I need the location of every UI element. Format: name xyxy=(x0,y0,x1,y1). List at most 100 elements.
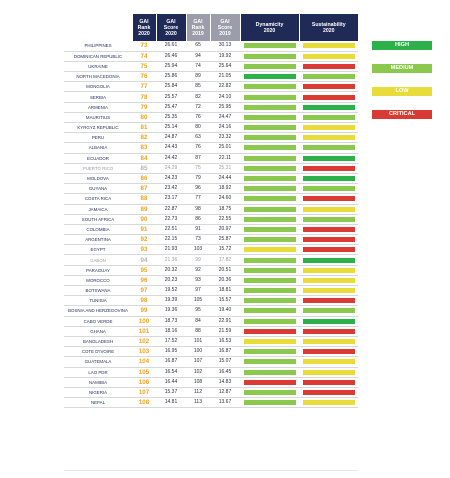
sustainability-cell xyxy=(299,204,358,215)
country-cell: ECUADOR xyxy=(64,153,132,164)
table-row: SERBIA 78 25.57 82 24.10 xyxy=(64,91,358,103)
gai-score-2020-cell: 23.42 xyxy=(156,183,186,195)
sustainability-cell xyxy=(299,214,358,225)
sustainability-cell xyxy=(299,91,358,103)
gai-score-2020-cell: 24.43 xyxy=(156,142,186,154)
gai-rank-2019-cell: 96 xyxy=(186,183,210,195)
gai-score-2020-cell: 22.73 xyxy=(156,214,186,225)
country-cell: MOLDOVA xyxy=(64,173,132,185)
dynamicity-bar xyxy=(243,298,296,304)
table-row: GUYANA 87 23.42 96 18.92 xyxy=(64,183,358,195)
table-row: UKRAINE 75 25.94 74 25.64 xyxy=(64,61,358,73)
table-row: PHILIPPINES 73 26.61 65 30.13 xyxy=(64,41,358,52)
gai-score-2019-cell: 24.16 xyxy=(210,122,240,134)
legend: HIGH MEDIUM LOW CRITICAL xyxy=(372,41,438,133)
sustainability-bar xyxy=(302,155,355,161)
sustainability-cell xyxy=(299,356,358,368)
gai-score-2020-cell: 19.39 xyxy=(156,295,186,307)
country-cell: ARMENIA xyxy=(64,102,132,113)
gai-score-2020-cell: 20.23 xyxy=(156,275,186,287)
sustainability-bar xyxy=(302,206,355,212)
header-text: 2020 xyxy=(322,27,335,34)
dynamicity-bar xyxy=(243,349,296,355)
ranking-table: GAI Rank 2020 GAI Score 2020 GAI Rank 20… xyxy=(64,14,358,409)
gai-score-2019-cell: 15.57 xyxy=(210,295,240,307)
sustainability-bar xyxy=(302,63,355,69)
gai-rank-2020-cell: 101 xyxy=(132,326,156,337)
table-row: CABO VERDE 100 18.73 84 22.91 xyxy=(64,316,358,327)
dynamicity-bar xyxy=(243,155,296,161)
header-text: Rank xyxy=(191,24,205,31)
dynamicity-bar xyxy=(243,308,296,314)
dynamicity-bar xyxy=(243,226,296,232)
header-gai-score-2019: GAI Score 2019 xyxy=(209,14,240,41)
dynamicity-bar xyxy=(243,145,296,151)
gai-score-2020-cell: 21.36 xyxy=(156,254,186,266)
table-row: COTE D'IVOIRE 103 16.95 100 16.87 xyxy=(64,346,358,358)
table-row: PERU 82 24.87 63 23.32 xyxy=(64,132,358,144)
gai-score-2019-cell: 15.72 xyxy=(210,244,240,256)
gai-rank-2020-cell: 86 xyxy=(132,173,156,185)
sustainability-cell xyxy=(299,387,358,399)
sustainability-bar xyxy=(302,145,355,151)
dynamicity-cell xyxy=(240,377,299,388)
dynamicity-bar xyxy=(243,84,296,90)
dynamicity-bar xyxy=(243,186,296,192)
sustainability-bar xyxy=(302,359,355,365)
header-text: 2020 xyxy=(138,30,150,37)
sustainability-bar xyxy=(302,247,355,253)
gai-score-2019-cell: 20.51 xyxy=(210,265,240,276)
gai-rank-2019-cell: 80 xyxy=(186,122,210,134)
dynamicity-bar xyxy=(243,237,296,243)
gai-rank-2019-cell: 85 xyxy=(186,81,210,93)
country-cell: BANGLADESH xyxy=(64,336,132,348)
gai-rank-2020-cell: 81 xyxy=(132,122,156,134)
country-cell: BOTSWANA xyxy=(64,285,132,297)
sustainability-cell xyxy=(299,112,358,124)
country-cell: BOSNIA AND HERZEGOVINA xyxy=(64,305,132,317)
table-row: NEPAL 108 14.81 113 13.67 xyxy=(64,397,358,409)
header-text: 2020 xyxy=(263,27,276,34)
dynamicity-bar xyxy=(243,43,296,49)
gai-rank-2019-cell: 93 xyxy=(186,275,210,287)
gai-score-2020-cell: 25.86 xyxy=(156,71,186,83)
dynamicity-cell xyxy=(240,244,299,256)
dynamicity-cell xyxy=(240,102,299,113)
dynamicity-bar xyxy=(243,288,296,294)
table-row: MAURITIUS 80 25.35 76 24.47 xyxy=(64,112,358,124)
table-row: ECUADOR 84 24.42 87 22.11 xyxy=(64,153,358,164)
gai-rank-2020-cell: 84 xyxy=(132,153,156,164)
dynamicity-cell xyxy=(240,224,299,236)
sustainability-cell xyxy=(299,346,358,358)
gai-rank-2019-cell: 65 xyxy=(186,41,210,52)
gai-score-2020-cell: 25.47 xyxy=(156,102,186,113)
header-gai-rank-2020: GAI Rank 2020 xyxy=(131,14,156,41)
gai-score-2019-cell: 25.31 xyxy=(210,163,240,174)
header-text: 2020 xyxy=(165,30,177,37)
header-gai-rank-2019: GAI Rank 2019 xyxy=(185,14,210,41)
gai-rank-2019-cell: 98 xyxy=(186,204,210,215)
table-row: MOROCCO 96 20.23 93 20.36 xyxy=(64,275,358,287)
dynamicity-cell xyxy=(240,193,299,205)
table-row: BANGLADESH 102 17.52 101 16.53 xyxy=(64,336,358,348)
country-cell: EGYPT xyxy=(64,244,132,256)
table-row: SOUTH AFRICA 90 22.73 86 22.55 xyxy=(64,214,358,225)
gai-rank-2019-cell: 92 xyxy=(186,265,210,276)
gai-rank-2019-cell: 87 xyxy=(186,153,210,164)
table-row: ARMENIA 79 25.47 72 25.95 xyxy=(64,102,358,113)
dynamicity-cell xyxy=(240,254,299,266)
table-row: GABON 94 21.36 99 17.82 xyxy=(64,254,358,266)
dynamicity-cell xyxy=(240,234,299,246)
gai-score-2020-cell: 25.84 xyxy=(156,81,186,93)
gai-score-2019-cell: 25.01 xyxy=(210,142,240,154)
header-text: Rank xyxy=(137,24,151,31)
sustainability-cell xyxy=(299,397,358,409)
legend-critical: CRITICAL xyxy=(372,110,432,119)
gai-score-2019-cell: 24.60 xyxy=(210,193,240,205)
gai-score-2020-cell: 20.32 xyxy=(156,265,186,276)
country-cell: COLOMBIA xyxy=(64,224,132,236)
gai-rank-2019-cell: 97 xyxy=(186,285,210,297)
gai-rank-2019-cell: 103 xyxy=(186,244,210,256)
gai-rank-2020-cell: 95 xyxy=(132,265,156,276)
gai-rank-2019-cell: 107 xyxy=(186,356,210,368)
